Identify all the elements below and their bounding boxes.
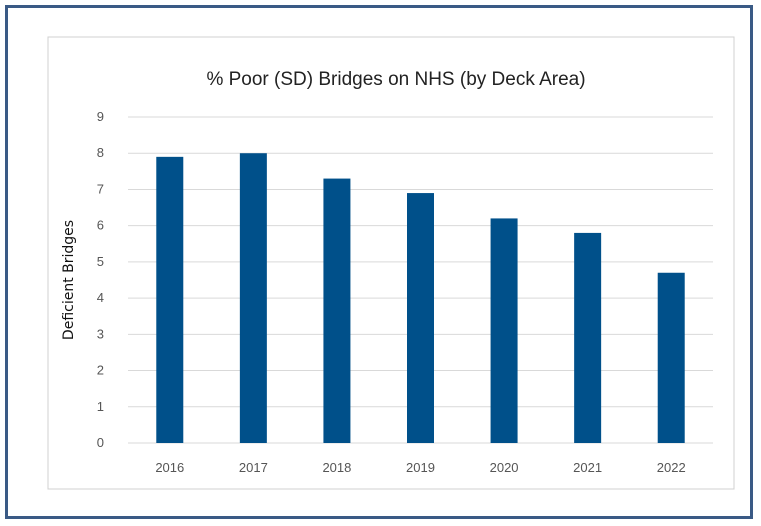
y-tick-label: 7: [97, 181, 104, 196]
bar-2018: [323, 178, 351, 444]
bar-2016: [156, 156, 184, 443]
y-tick-labels: 0 1 2 3 4 5 6 7 8 9: [97, 109, 104, 450]
y-axis-label: Deficient Bridges: [61, 220, 77, 340]
y-tick-label: 4: [97, 290, 104, 305]
y-tick-label: 3: [97, 326, 104, 341]
y-tick-label: 2: [97, 363, 104, 378]
x-tick-label: 2017: [239, 460, 268, 475]
y-tick-label: 9: [97, 109, 104, 124]
x-tick-label: 2018: [322, 460, 351, 475]
bar-2021: [574, 232, 602, 443]
bar-2020: [490, 218, 518, 443]
y-tick-label: 5: [97, 254, 104, 269]
bar-2019: [407, 193, 434, 443]
chart-title: % Poor (SD) Bridges on NHS (by Deck Area…: [206, 69, 585, 90]
gridlines: [128, 116, 713, 444]
y-tick-label: 8: [97, 145, 104, 160]
x-tick-label: 2016: [155, 460, 184, 475]
x-tick-label: 2020: [490, 460, 519, 475]
bar-2017: [239, 153, 267, 443]
x-tick-label: 2022: [657, 460, 686, 475]
plot-border: [47, 36, 735, 490]
bar-2022: [657, 272, 685, 443]
x-tick-label: 2019: [406, 460, 435, 475]
y-tick-label: 1: [97, 399, 104, 414]
y-tick-label: 0: [97, 435, 104, 450]
y-tick-label: 6: [97, 218, 104, 233]
x-tick-labels: 2016 2017 2018 2019 2020 2021 2022: [155, 460, 685, 475]
x-tick-label: 2021: [573, 460, 602, 475]
bars: [156, 153, 685, 444]
